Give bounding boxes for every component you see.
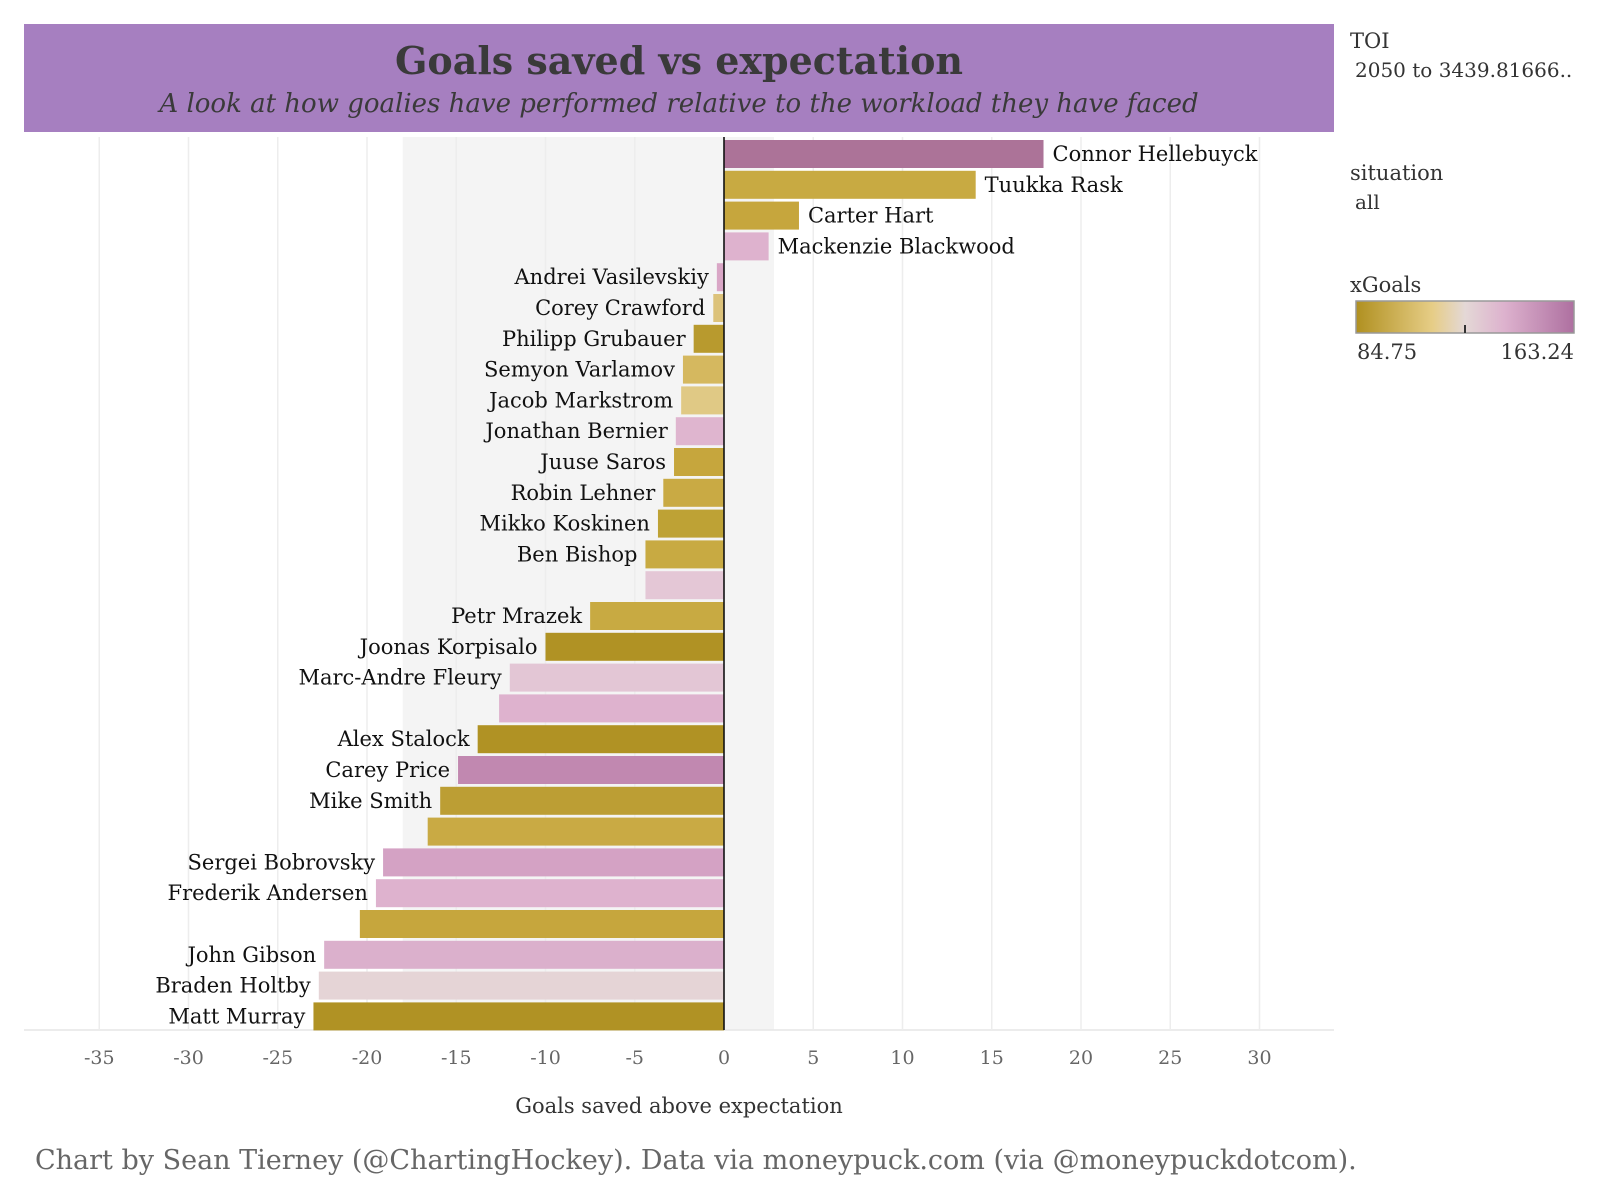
x-tick-label: 30 <box>1247 1047 1271 1069</box>
filter-toi-title: TOI <box>1350 29 1390 53</box>
color-legend-title: xGoals <box>1350 273 1421 297</box>
bar[interactable] <box>724 140 1044 168</box>
bar-label: Robin Lehner <box>511 481 657 505</box>
bar[interactable] <box>724 201 799 230</box>
chart-subtitle: A look at how goalies have performed rel… <box>157 89 1198 119</box>
bar[interactable] <box>324 940 724 969</box>
bar-label: Andrei Vasilevskiy <box>514 265 709 289</box>
legend: TOI 2050 to 3439.81666.. situation all x… <box>1350 29 1575 364</box>
x-tick-label: 25 <box>1158 1047 1182 1069</box>
bar[interactable] <box>427 817 724 846</box>
bar[interactable] <box>359 910 724 938</box>
chart-caption: Chart by Sean Tierney (@ChartingHockey).… <box>35 1145 1357 1176</box>
bar-label: Juuse Saros <box>538 450 666 474</box>
x-tick-label: -20 <box>352 1047 383 1069</box>
bar-label: Carter Hart <box>808 204 934 228</box>
bar-label: Mike Smith <box>309 789 432 813</box>
x-tick-label: 15 <box>980 1047 1004 1069</box>
bar[interactable] <box>509 663 724 692</box>
bar-label: Tuukka Rask <box>985 173 1123 197</box>
bar-label: Connor Hellebuyck <box>1053 142 1258 166</box>
bar[interactable] <box>375 879 724 908</box>
color-legend-min: 84.75 <box>1357 340 1417 364</box>
bar[interactable] <box>458 756 724 784</box>
x-tick-label: 20 <box>1069 1047 1093 1069</box>
x-tick-labels: -35 -30 -25 -20 -15 -10 -5 0 5 10 15 20 25 30 <box>84 1047 1272 1069</box>
bar-label: Jacob Markstrom <box>487 388 673 412</box>
bar[interactable] <box>674 448 724 476</box>
bar[interactable] <box>645 571 724 600</box>
gridlines <box>98 137 1261 1030</box>
title-banner <box>24 24 1334 132</box>
bar-label: Joonas Korpisalo <box>358 635 538 659</box>
bar[interactable] <box>499 694 724 723</box>
bar-label: Frederik Andersen <box>168 881 368 905</box>
bar[interactable] <box>724 170 976 199</box>
bar[interactable] <box>645 540 724 569</box>
bar-label: Carey Price <box>325 758 450 782</box>
bar[interactable] <box>681 386 724 415</box>
bar-label: Semyon Varlamov <box>484 358 675 382</box>
bar-label: Petr Mrazek <box>451 604 582 628</box>
x-tick-label: -30 <box>173 1047 204 1069</box>
filter-toi-value[interactable]: 2050 to 3439.81666.. <box>1355 58 1572 82</box>
bar-label: Jonathan Bernier <box>483 419 668 443</box>
x-tick-label: -25 <box>262 1047 293 1069</box>
bar[interactable] <box>590 602 724 630</box>
chart-title: Goals saved vs expectation <box>395 38 963 83</box>
bar[interactable] <box>318 971 724 1000</box>
x-tick-label: -15 <box>441 1047 472 1069</box>
x-tick-label: -35 <box>84 1047 115 1069</box>
bar-label: Sergei Bobrovsky <box>188 850 376 874</box>
x-axis-label: Goals saved above expectation <box>515 1094 843 1118</box>
bar-label: Matt Murray <box>168 1004 305 1028</box>
bar[interactable] <box>716 263 724 292</box>
bar-label: Braden Holtby <box>155 974 311 998</box>
bar[interactable] <box>675 417 724 446</box>
x-tick-label: 0 <box>718 1047 730 1069</box>
bar[interactable] <box>663 478 724 507</box>
x-tick-label: 5 <box>807 1047 819 1069</box>
bar[interactable] <box>713 294 724 322</box>
bar-label: Marc-Andre Fleury <box>298 666 501 690</box>
bar[interactable] <box>657 509 724 538</box>
filter-situation-value[interactable]: all <box>1355 190 1380 214</box>
bar[interactable] <box>724 232 769 261</box>
bar-label: Philipp Grubauer <box>502 327 687 351</box>
bar[interactable] <box>440 786 724 815</box>
bar[interactable] <box>545 632 725 661</box>
bar-label: Alex Stalock <box>337 727 470 751</box>
filter-situation-title: situation <box>1350 161 1443 185</box>
bar[interactable] <box>383 848 724 877</box>
bar-label: John Gibson <box>185 943 316 967</box>
bar[interactable] <box>693 324 724 353</box>
bar[interactable] <box>313 1002 724 1031</box>
x-tick-label: -5 <box>625 1047 644 1069</box>
bar-labels: Connor Hellebuyck Tuukka Rask Carter Hart M… <box>155 142 1258 1028</box>
bar[interactable] <box>682 355 724 384</box>
color-legend-max: 163.24 <box>1501 340 1574 364</box>
bar-label: Mikko Koskinen <box>480 512 650 536</box>
bar-label: Ben Bishop <box>517 542 638 566</box>
bar-label: Mackenzie Blackwood <box>778 234 1015 258</box>
bar[interactable] <box>477 725 724 754</box>
bar-label: Corey Crawford <box>535 296 705 320</box>
x-tick-label: -10 <box>530 1047 561 1069</box>
bars <box>313 140 1044 1031</box>
x-tick-label: 10 <box>890 1047 914 1069</box>
